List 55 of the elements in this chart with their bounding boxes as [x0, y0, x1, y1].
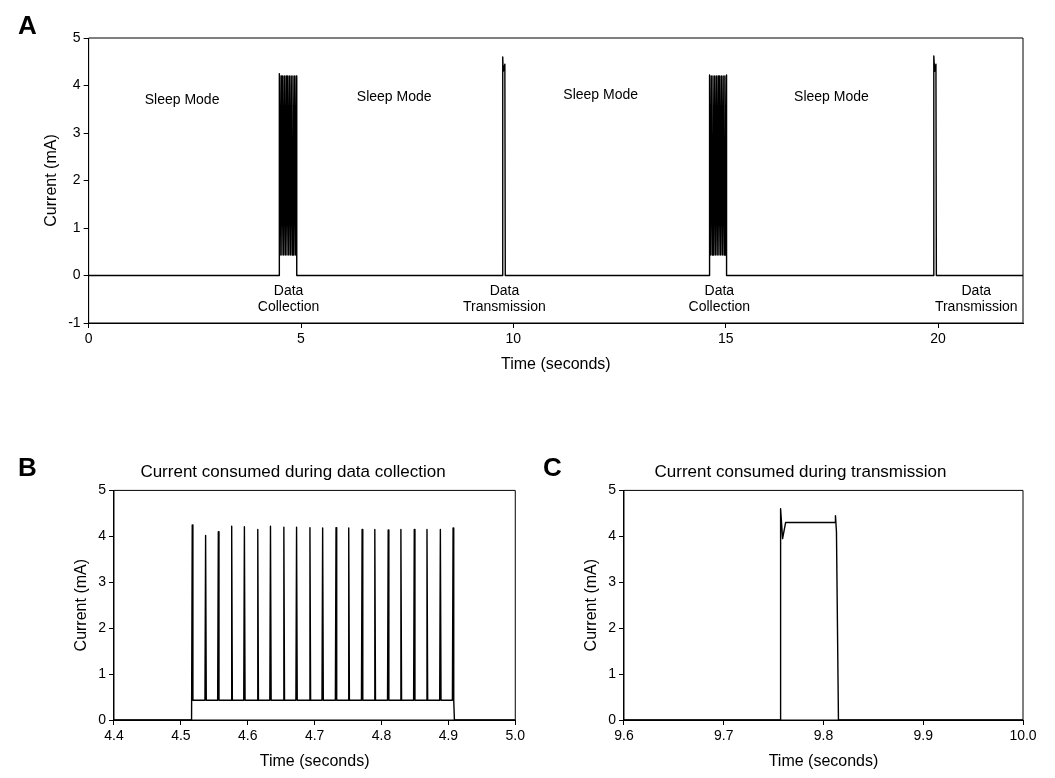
x-tick-label: 9.7	[714, 727, 734, 744]
annotation: Data Collection	[257, 282, 320, 315]
annotation: Sleep Mode	[563, 85, 639, 102]
y-tick-label: 2	[98, 619, 107, 636]
x-tick-label: 5.0	[505, 727, 526, 744]
y-tick-label: 3	[98, 573, 107, 590]
chart-title: Current consumed during transmission	[654, 461, 947, 481]
x-tick-label: 9.8	[813, 727, 834, 744]
x-tick-label: 10	[505, 330, 522, 347]
annotation: Data Collection	[688, 282, 751, 315]
x-axis-title: Time (seconds)	[768, 751, 879, 769]
y-tick-label: 0	[98, 710, 107, 727]
text: A	[18, 10, 37, 41]
text: B	[18, 452, 37, 483]
y-tick-label: -1	[68, 313, 81, 330]
y-tick-label: 3	[72, 123, 81, 140]
annotation: Data Transmission	[934, 282, 1018, 315]
x-tick-label: 9.9	[913, 727, 934, 744]
x-tick-label: 20	[930, 330, 947, 347]
x-tick-label: 0	[84, 330, 93, 347]
x-tick-label: 4.5	[171, 727, 191, 744]
y-tick-label: 2	[72, 171, 81, 188]
y-tick-label: 4	[98, 527, 107, 544]
x-tick-label: 4.6	[238, 727, 258, 744]
annotation: Sleep Mode	[144, 90, 220, 107]
chart-title: Current consumed during data collection	[140, 461, 446, 481]
x-axis-title: Time (seconds)	[501, 354, 611, 372]
x-axis-title: Time (seconds)	[259, 751, 370, 769]
x-tick-label: 4.9	[438, 727, 459, 744]
y-tick-label: 5	[72, 28, 81, 45]
x-tick-label: 9.6	[614, 727, 634, 744]
y-tick-label: 5	[98, 481, 107, 498]
y-tick-label: 0	[608, 710, 617, 727]
y-tick-label: 0	[72, 266, 81, 283]
y-tick-label: 4	[72, 76, 81, 93]
y-tick-label: 1	[98, 664, 107, 681]
y-tick-label: 5	[608, 481, 617, 498]
y-axis-title: Current (mA)	[582, 558, 600, 652]
y-tick-label: 3	[608, 573, 617, 590]
x-tick-label: 10.0	[1009, 727, 1037, 744]
y-axis-title: Current (mA)	[72, 558, 90, 652]
annotation: Sleep Mode	[794, 88, 870, 105]
annotation: Data Transmission	[463, 282, 546, 315]
x-tick-label: 4.7	[304, 727, 325, 744]
x-tick-label: 15	[717, 330, 734, 347]
annotation: Sleep Mode	[356, 88, 432, 105]
x-tick-label: 5	[297, 330, 306, 347]
y-tick-label: 1	[72, 218, 81, 235]
y-tick-label: 1	[608, 664, 617, 681]
y-axis-title: Current (mA)	[42, 134, 60, 227]
y-tick-label: 2	[608, 619, 617, 636]
x-tick-label: 4.4	[104, 727, 124, 744]
text: C	[543, 452, 562, 483]
x-tick-label: 4.8	[371, 727, 392, 744]
y-tick-label: 4	[608, 527, 617, 544]
